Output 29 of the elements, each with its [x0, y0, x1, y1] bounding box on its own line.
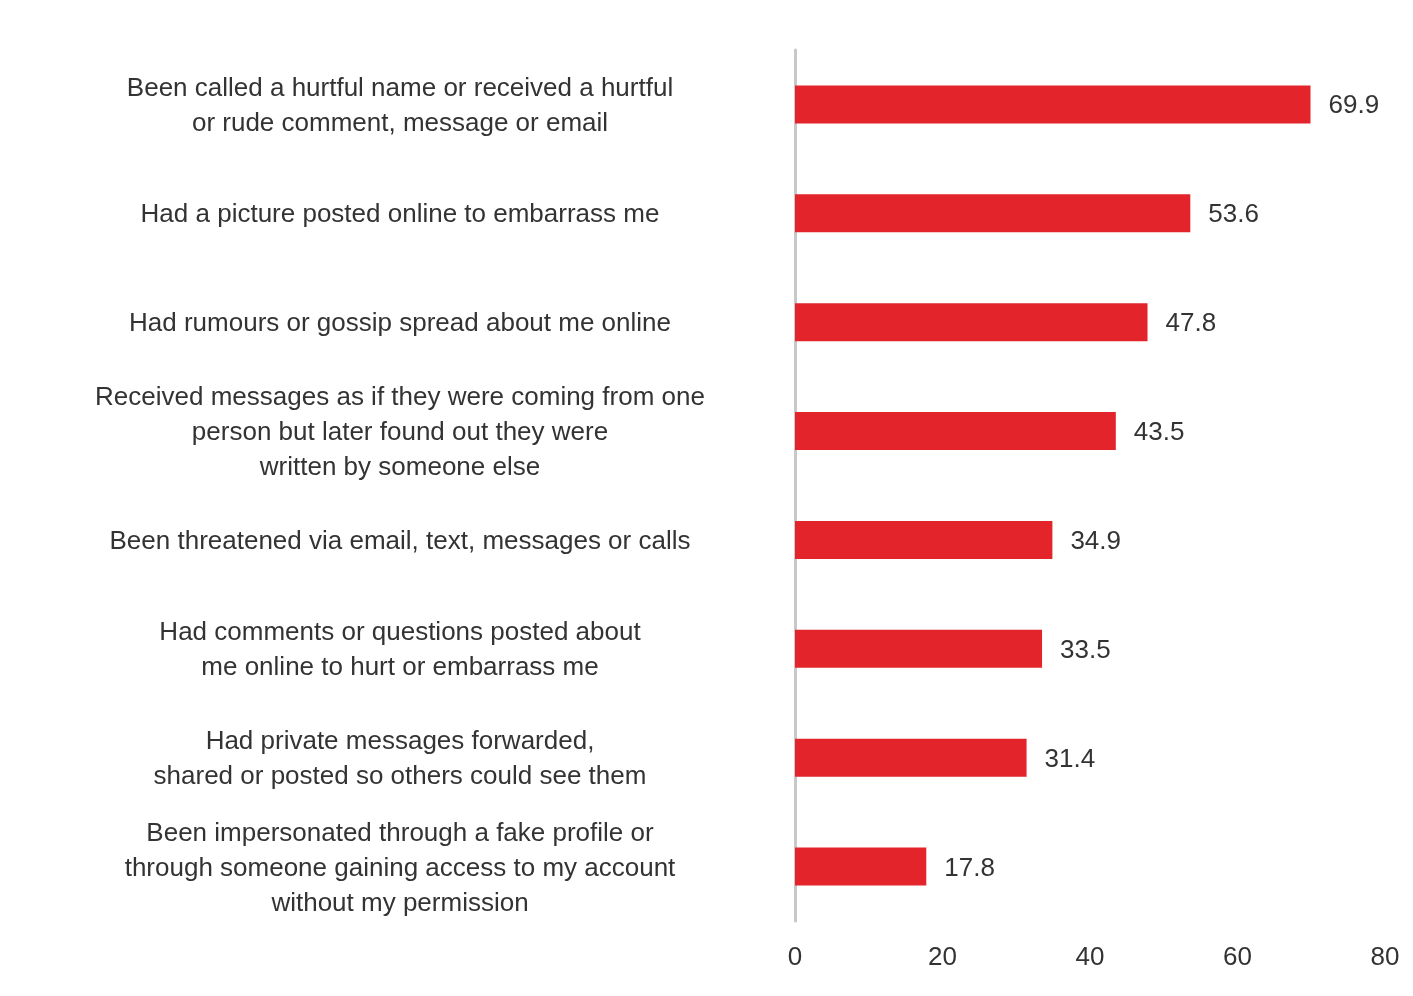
- y-tick-label: Been impersonated through a fake profile or through someone gaining access to my account without my permission: [124, 816, 677, 917]
- y-tick-label: Been threatened via email, text, messages or calls: [109, 524, 691, 555]
- data-label: 69.9: [1328, 89, 1380, 120]
- data-label: 53.6: [1208, 198, 1259, 229]
- bar: [795, 629, 1043, 668]
- y-tick-label: Been called a hurtful name or received a hurtful or rude comment, message or email: [126, 71, 674, 137]
- data-label: 31.4: [1044, 742, 1096, 773]
- x-tick-label: 20: [928, 941, 957, 971]
- y-tick-label: Had rumours or gossip spread about me online: [129, 307, 671, 338]
- data-label: 33.5: [1060, 633, 1111, 664]
- bar: [795, 85, 1311, 124]
- bar: [795, 847, 927, 886]
- x-tick-label: 60: [1223, 941, 1252, 971]
- bar: [795, 520, 1053, 559]
- bar: [795, 303, 1148, 342]
- data-label: 47.8: [1165, 307, 1217, 338]
- bar: [795, 738, 1027, 777]
- y-tick-label: Received messages as if they were coming from one person but later found out they were written by someone else: [95, 381, 705, 482]
- x-tick-label: 80: [1370, 941, 1400, 971]
- bar: [795, 194, 1191, 233]
- bar: [795, 412, 1116, 451]
- y-tick-label: Had comments or questions posted about me online to hurt or embarrass me: [159, 616, 642, 682]
- y-tick-label: Had private messages forwarded, shared or posted so others could see them: [153, 725, 647, 791]
- x-tick-label: 0: [787, 941, 803, 971]
- y-tick-label: Had a picture posted online to embarrass me: [140, 198, 660, 229]
- data-label: 17.8: [944, 851, 995, 882]
- data-label: 43.5: [1133, 416, 1185, 447]
- data-label: 34.9: [1070, 524, 1121, 555]
- x-tick-label: 40: [1075, 941, 1105, 971]
